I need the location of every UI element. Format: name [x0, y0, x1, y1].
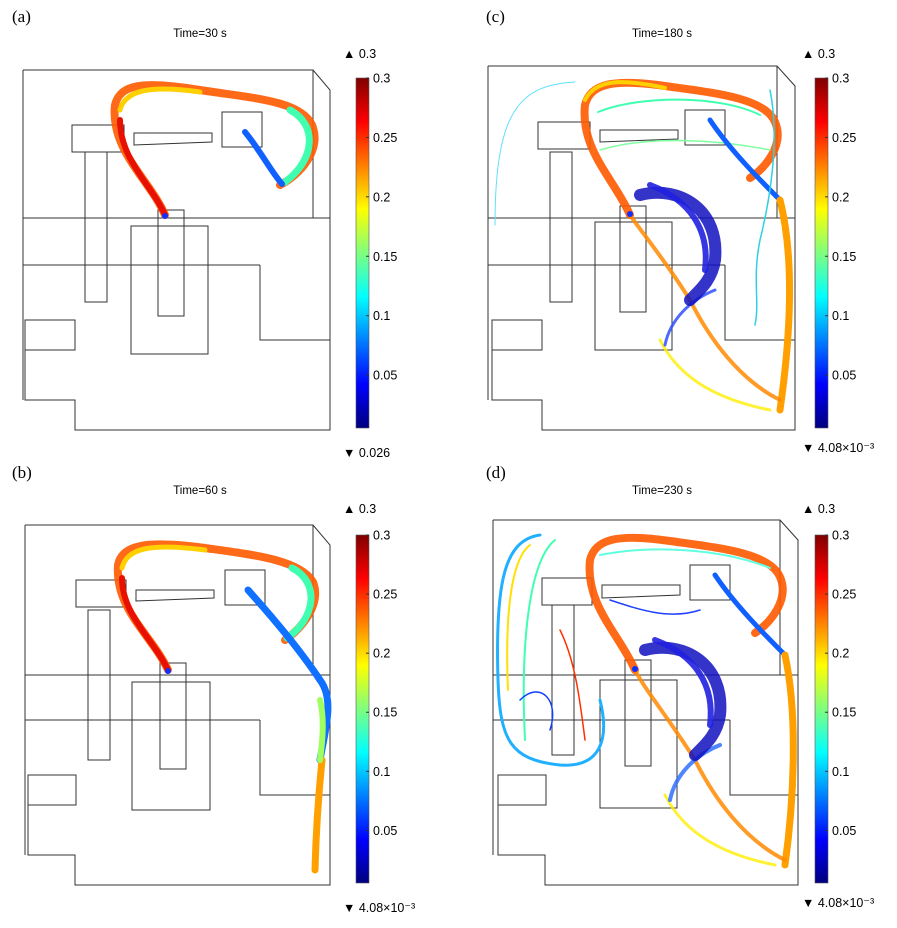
panel-label: (b) — [12, 463, 32, 482]
colorbar-tick-label: 0.1 — [832, 309, 849, 323]
colorbar: 0.3 0.25 0.2 0.15 0.1 0.05 ▲ 0.3 ▼ 4.08×10⁻³ — [343, 502, 415, 915]
pathline-bundle — [113, 540, 332, 874]
colorbar-tick-label: 0.05 — [373, 369, 397, 383]
panel-label: (d) — [486, 463, 506, 482]
panel-c: (c) Time=180 s — [486, 7, 796, 431]
colorbar-tick-label: 0.05 — [832, 369, 856, 383]
colorbar-gradient — [355, 534, 370, 884]
panel-title: Time=180 s — [632, 28, 692, 40]
colorbar-tick-label: 0.2 — [832, 647, 849, 661]
panel-a: (a) Time=30 s — [12, 7, 331, 431]
colorbar-tick-label: 0.25 — [373, 131, 397, 145]
room-geometry — [22, 69, 331, 431]
colorbar-tick-label: 0.3 — [373, 72, 390, 86]
colorbar-min-label: ▼ 0.026 — [343, 446, 390, 460]
colorbar-min-label: ▼ 4.08×10⁻³ — [802, 896, 874, 910]
panel-b: (b) Time=60 s — [12, 463, 332, 886]
panel-title: Time=60 s — [173, 485, 227, 497]
colorbar: 0.3 0.25 0.2 0.15 0.1 0.05 ▲ 0.3 ▼ 4.08×10⁻³ — [802, 502, 874, 910]
colorbar-tick-label: 0.05 — [832, 824, 856, 838]
colorbar-tick-label: 0.2 — [373, 647, 390, 661]
colorbar-min-label: ▼ 4.08×10⁻³ — [802, 441, 874, 455]
colorbar-tick-label: 0.1 — [832, 765, 849, 779]
colorbar-tick-label: 0.2 — [373, 190, 390, 204]
colorbar-gradient — [355, 77, 370, 429]
colorbar: 0.3 0.25 0.2 0.15 0.1 0.05 ▲ 0.3 ▼ 4.08×10⁻³ — [802, 47, 874, 455]
pathline-bundle — [496, 533, 797, 869]
colorbar-tick-label: 0.3 — [832, 529, 849, 543]
colorbar-max-label: ▲ 0.3 — [343, 502, 376, 516]
pathline-bundle — [110, 81, 319, 219]
colorbar-tick-label: 0.25 — [832, 131, 856, 145]
panel-label: (c) — [486, 7, 505, 26]
colorbar-max-label: ▲ 0.3 — [802, 47, 835, 61]
colorbar-tick-label: 0.2 — [832, 190, 849, 204]
colorbar-tick-label: 0.3 — [373, 529, 390, 543]
colorbar-tick-label: 0.15 — [832, 706, 856, 720]
colorbar: 0.3 0.25 0.2 0.15 0.1 0.05 ▲ 0.3 ▼ 0.026 — [343, 47, 397, 460]
colorbar-min-label: ▼ 4.08×10⁻³ — [343, 901, 415, 915]
colorbar-tick-label: 0.1 — [373, 309, 390, 323]
colorbar-tick-label: 0.05 — [373, 824, 397, 838]
colorbars: 0.3 0.25 0.2 0.15 0.1 0.05 ▲ 0.3 ▼ 0.026 0.3 0.25… — [343, 47, 874, 915]
panel-title: Time=230 s — [632, 485, 692, 497]
colorbar-tick-label: 0.15 — [373, 250, 397, 264]
colorbar-gradient — [814, 534, 829, 884]
colorbar-tick-label: 0.3 — [832, 72, 849, 86]
colorbar-max-label: ▲ 0.3 — [802, 502, 835, 516]
pathline-bundle — [494, 78, 793, 414]
colorbar-tick-label: 0.25 — [373, 588, 397, 602]
panel-d: (d) Time=230 s — [486, 463, 799, 886]
colorbar-tick-label: 0.15 — [832, 250, 856, 264]
colorbar-tick-label: 0.25 — [832, 588, 856, 602]
panel-label: (a) — [12, 7, 31, 26]
colorbar-max-label: ▲ 0.3 — [343, 47, 376, 61]
colorbar-tick-label: 0.15 — [373, 706, 397, 720]
colorbar-gradient — [814, 77, 829, 429]
room-geometry — [492, 519, 799, 886]
room-geometry — [24, 524, 331, 886]
panel-title: Time=30 s — [173, 28, 227, 40]
colorbar-tick-label: 0.1 — [373, 765, 390, 779]
room-geometry — [487, 65, 796, 431]
